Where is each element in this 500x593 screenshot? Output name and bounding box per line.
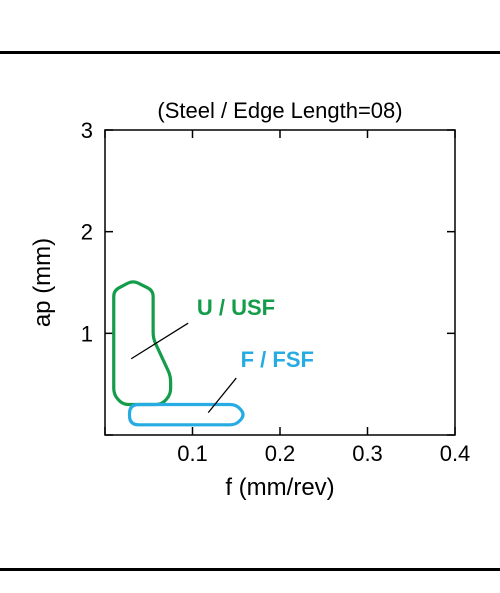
y-tick-label: 3 — [81, 118, 93, 143]
series-label: U / USF — [197, 295, 275, 320]
chart-title: (Steel / Edge Length=08) — [157, 98, 402, 123]
y-tick-label: 1 — [81, 321, 93, 346]
x-tick-label: 0.2 — [265, 441, 296, 466]
top-rule — [0, 51, 500, 54]
x-axis-label: f (mm/rev) — [225, 474, 334, 501]
x-tick-label: 0.3 — [352, 441, 383, 466]
figure-container: { "chart": { "type": "custom-region-scat… — [0, 0, 500, 593]
y-ticks: 1 2 3 — [81, 118, 455, 435]
x-tick-label: 0.1 — [177, 441, 208, 466]
leader-line — [208, 378, 236, 413]
series-shape — [130, 405, 244, 425]
series-label: F / FSF — [241, 347, 314, 372]
x-tick-label: 0.4 — [440, 441, 471, 466]
y-axis-label: ap (mm) — [29, 238, 56, 327]
series-group: U / USF F / FSF — [114, 282, 314, 425]
x-ticks: 0.1 0.2 0.3 0.4 — [105, 130, 470, 466]
chart: 0.1 0.2 0.3 0.4 1 2 3 U / USF F / FSF (Steel /… — [0, 0, 500, 593]
plot-frame — [105, 130, 455, 435]
series-shape — [114, 282, 171, 405]
y-tick-label: 2 — [81, 220, 93, 245]
bottom-rule — [0, 568, 500, 571]
